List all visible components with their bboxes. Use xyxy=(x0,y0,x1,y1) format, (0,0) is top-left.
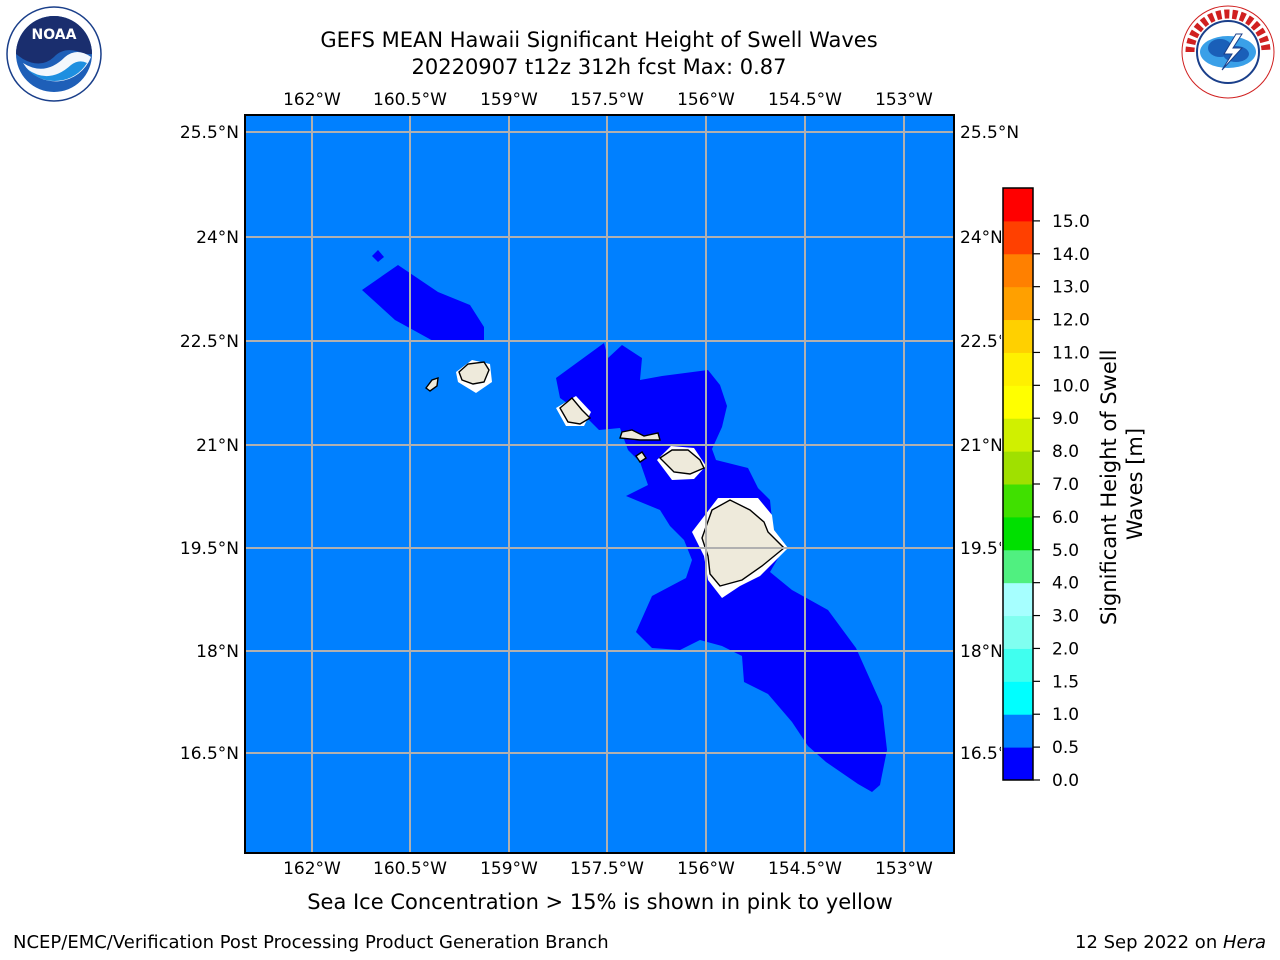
footer-right: 12 Sep 2022 on Hera xyxy=(1075,932,1266,953)
lon-label: 160.5°W xyxy=(373,859,447,879)
colorbar-swatch xyxy=(1003,451,1033,485)
colorbar-tick-label: 1.5 xyxy=(1052,672,1079,692)
lon-label: 157.5°W xyxy=(570,859,644,879)
lon-label: 153°W xyxy=(875,90,933,110)
lat-label: 18°N xyxy=(960,642,1003,662)
lon-label: 159°W xyxy=(480,90,538,110)
footer-host: Hera xyxy=(1222,932,1266,953)
island-kauai xyxy=(458,361,490,385)
colorbar-swatch xyxy=(1003,484,1033,518)
island-maui xyxy=(658,449,705,475)
colorbar-tick-label: 14.0 xyxy=(1052,245,1090,265)
colorbar-swatch xyxy=(1003,714,1033,748)
footer-left: NCEP/EMC/Verification Post Processing Pr… xyxy=(13,932,609,953)
lat-label: 24°N xyxy=(960,228,1003,248)
colorbar-tick-label: 15.0 xyxy=(1052,212,1090,232)
colorbar-swatch xyxy=(1003,319,1033,353)
lon-label: 162°W xyxy=(283,90,341,110)
lon-label: 162°W xyxy=(283,859,341,879)
colorbar-swatch xyxy=(1003,582,1033,617)
colorbar-swatch xyxy=(1003,747,1033,781)
map-subtitle: 20220907 t12z 312h fcst Max: 0.87 xyxy=(411,55,787,79)
lat-label: 21°N xyxy=(196,436,239,456)
colorbar-swatch xyxy=(1003,681,1033,715)
colorbar-tick-label: 11.0 xyxy=(1052,343,1090,363)
colorbar-tick-label: 0.5 xyxy=(1052,738,1079,758)
land-islands xyxy=(425,361,786,587)
colorbar-label-line1: Significant Height of Swell xyxy=(1097,350,1121,626)
map-frame xyxy=(244,114,955,854)
colorbar-tick-label: 0.0 xyxy=(1052,771,1079,791)
lon-label: 154.5°W xyxy=(768,859,842,879)
colorbar-tick-label: 7.0 xyxy=(1052,475,1079,495)
lon-label: 153°W xyxy=(875,859,933,879)
colorbar-swatch xyxy=(1003,188,1033,222)
noaa-logo-text: NOAA xyxy=(32,27,77,43)
colorbar-swatch xyxy=(1003,516,1033,551)
colorbar-tick-label: 9.0 xyxy=(1052,409,1079,429)
colorbar-ticks: 0.0 0.5 1.0 1.5 2.0 3.0 4.0 5.0 6.0 7.0 8.0 9.0 10.0… xyxy=(1033,212,1090,791)
colorbar-tick-label: 12.0 xyxy=(1052,311,1090,331)
noaa-logo-icon: NOAA xyxy=(6,6,102,102)
colorbar-tick-label: 2.0 xyxy=(1052,639,1079,659)
colorbar-label: Significant Height of Swell Waves [m] xyxy=(1097,343,1147,625)
colorbar-swatch xyxy=(1003,615,1033,649)
lat-label: 19.5°N xyxy=(180,539,239,559)
colorbar-label-line2: Waves [m] xyxy=(1123,428,1147,540)
lat-label: 16.5°N xyxy=(180,744,239,764)
lat-labels-left: 25.5°N 24°N 22.5°N 21°N 19.5°N 18°N 16.5… xyxy=(180,123,239,764)
colorbar-swatch xyxy=(1003,352,1033,386)
colorbar-swatch xyxy=(1003,418,1033,452)
gridlines xyxy=(245,115,954,853)
lat-label: 25.5°N xyxy=(960,123,1019,143)
island-molokai xyxy=(619,429,661,441)
sea-ice-note: Sea Ice Concentration > 15% is shown in … xyxy=(307,890,893,914)
lat-label: 21°N xyxy=(960,436,1003,456)
lat-label: 18°N xyxy=(196,642,239,662)
colorbar-swatch xyxy=(1003,286,1033,321)
colorbar-swatch xyxy=(1003,220,1033,255)
lon-label: 154.5°W xyxy=(768,90,842,110)
colorbar-tick-label: 4.0 xyxy=(1052,574,1079,594)
lon-labels-bottom: 162°W 160.5°W 159°W 157.5°W 156°W 154.5°… xyxy=(283,859,933,879)
nws-logo-icon xyxy=(1181,5,1275,99)
lon-label: 156°W xyxy=(677,859,735,879)
lon-label: 156°W xyxy=(677,90,735,110)
lon-label: 157.5°W xyxy=(570,90,644,110)
footer-date: 12 Sep 2022 on xyxy=(1075,932,1223,953)
colorbar-tick-label: 3.0 xyxy=(1052,607,1079,627)
colorbar-swatches xyxy=(1003,188,1033,781)
lat-label: 24°N xyxy=(196,228,239,248)
colorbar-tick-label: 6.0 xyxy=(1052,508,1079,528)
lat-labels-right: 25.5°N 24°N 22.5°N 21°N 19.5°N 18°N 16.5… xyxy=(960,123,1019,764)
lon-label: 160.5°W xyxy=(373,90,447,110)
island-niihau xyxy=(425,376,439,392)
colorbar-swatch xyxy=(1003,385,1033,419)
colorbar-swatch xyxy=(1003,253,1033,288)
map-title: GEFS MEAN Hawaii Significant Height of S… xyxy=(320,28,878,52)
colorbar-tick-label: 1.0 xyxy=(1052,705,1079,725)
colorbar-swatch xyxy=(1003,549,1033,584)
lon-labels-top: 162°W 160.5°W 159°W 157.5°W 156°W 154.5°… xyxy=(283,90,933,110)
colorbar-tick-label: 13.0 xyxy=(1052,278,1090,298)
colorbar-swatch xyxy=(1003,648,1033,682)
lat-label: 25.5°N xyxy=(180,123,239,143)
lon-label: 159°W xyxy=(480,859,538,879)
island-lanai xyxy=(635,451,647,463)
colorbar-tick-label: 10.0 xyxy=(1052,376,1090,396)
colorbar-tick-label: 8.0 xyxy=(1052,442,1079,462)
lat-label: 22.5°N xyxy=(180,332,239,352)
island-oahu xyxy=(559,397,592,425)
colorbar-tick-label: 5.0 xyxy=(1052,541,1079,561)
